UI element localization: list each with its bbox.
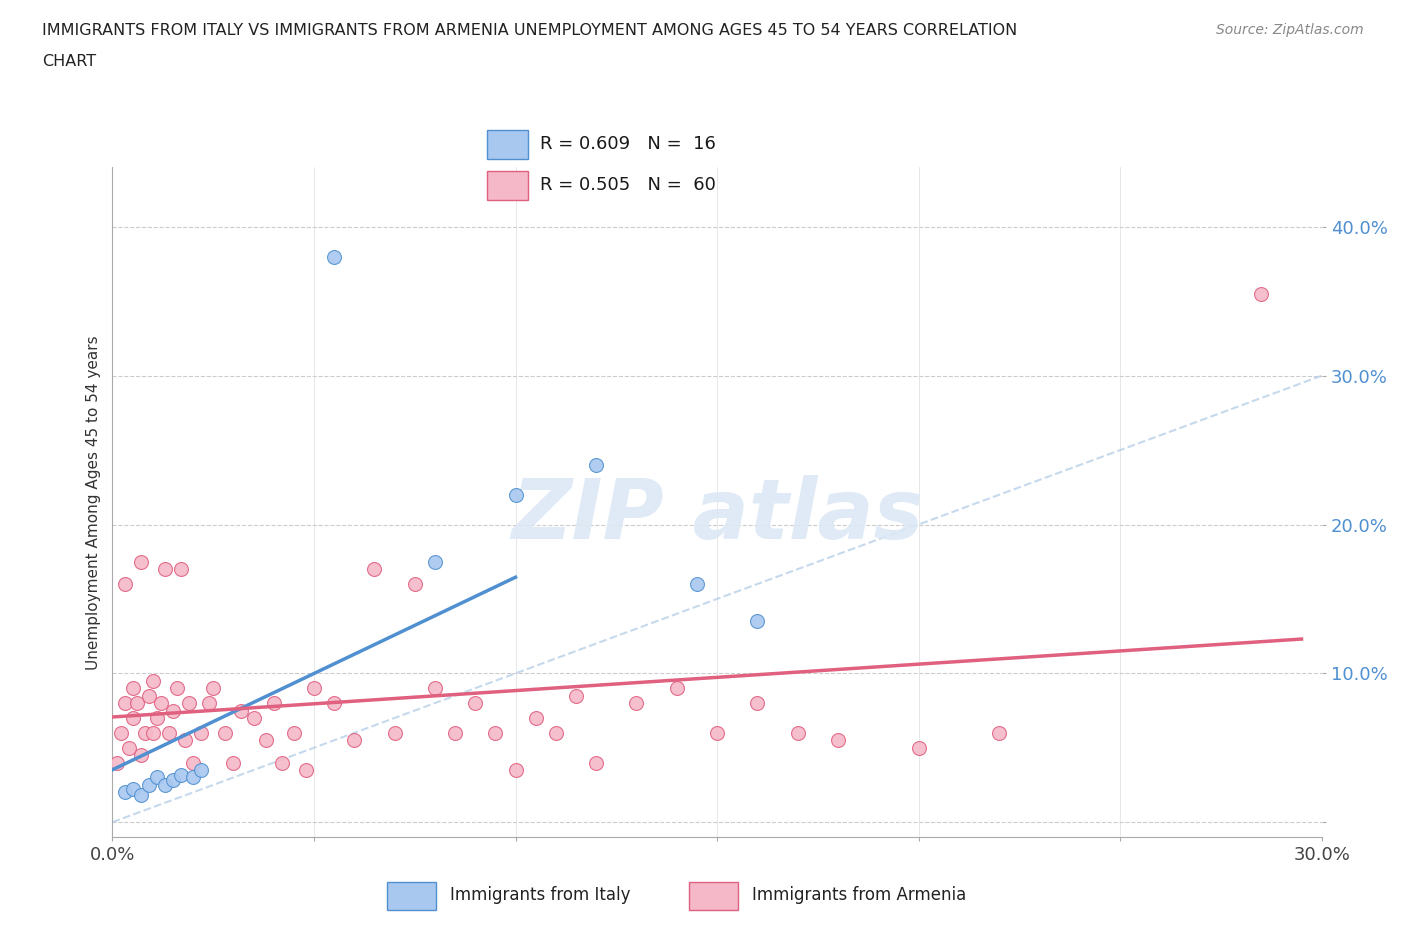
Text: Immigrants from Italy: Immigrants from Italy (450, 886, 630, 904)
Point (302, 681, 325, 696)
Point (149, 696, 172, 711)
Point (181, 770, 204, 785)
Point (464, 696, 486, 711)
Point (114, 577, 136, 591)
Point (170, 767, 193, 782)
Point (827, 733, 849, 748)
Point (423, 554, 446, 569)
Point (134, 725, 156, 740)
Point (786, 725, 808, 740)
Point (263, 696, 285, 711)
Point (484, 725, 506, 740)
Point (222, 755, 245, 770)
Point (162, 773, 184, 788)
Point (747, 696, 769, 711)
Point (157, 725, 180, 740)
FancyBboxPatch shape (387, 883, 436, 910)
Point (231, 703, 253, 718)
Text: Source: ZipAtlas.com: Source: ZipAtlas.com (1216, 23, 1364, 37)
Point (177, 696, 200, 711)
Point (117, 740, 139, 755)
Point (170, 562, 193, 577)
Point (295, 763, 318, 777)
Point (544, 725, 567, 740)
Point (323, 249, 346, 264)
Point (202, 681, 225, 696)
Point (181, 755, 204, 770)
Point (146, 711, 169, 725)
Point (142, 725, 165, 740)
Point (214, 725, 236, 740)
Point (323, 696, 346, 711)
Point (190, 725, 212, 740)
Text: R = 0.505   N =  60: R = 0.505 N = 60 (540, 176, 716, 194)
Point (138, 777, 160, 792)
Point (565, 688, 588, 703)
Point (114, 696, 136, 711)
Point (138, 688, 160, 703)
Point (626, 696, 648, 711)
Point (423, 681, 446, 696)
Point (153, 562, 176, 577)
Point (686, 577, 709, 591)
Point (121, 711, 143, 725)
Point (444, 725, 467, 740)
Text: ZIP atlas: ZIP atlas (510, 475, 924, 556)
Point (505, 487, 527, 502)
Point (174, 733, 197, 748)
Point (129, 748, 152, 763)
Point (166, 681, 188, 696)
Y-axis label: Unemployment Among Ages 45 to 54 years: Unemployment Among Ages 45 to 54 years (86, 335, 101, 670)
Point (384, 725, 406, 740)
Point (121, 782, 143, 797)
Point (129, 554, 152, 569)
Point (146, 770, 169, 785)
Point (665, 681, 688, 696)
Text: CHART: CHART (42, 54, 96, 69)
Point (114, 785, 136, 800)
Point (706, 725, 728, 740)
Point (270, 755, 292, 770)
Point (153, 777, 176, 792)
Point (110, 725, 132, 740)
Point (907, 740, 929, 755)
Point (242, 711, 264, 725)
Text: R = 0.609   N =  16: R = 0.609 N = 16 (540, 135, 716, 153)
FancyBboxPatch shape (488, 171, 527, 201)
Point (190, 763, 212, 777)
Point (198, 696, 221, 711)
Point (524, 711, 547, 725)
Point (747, 614, 769, 629)
Point (254, 733, 277, 748)
Point (105, 755, 128, 770)
Point (125, 696, 148, 711)
Point (585, 755, 607, 770)
Point (585, 458, 607, 472)
Point (505, 763, 527, 777)
Point (142, 673, 165, 688)
FancyBboxPatch shape (488, 130, 527, 159)
Text: IMMIGRANTS FROM ITALY VS IMMIGRANTS FROM ARMENIA UNEMPLOYMENT AMONG AGES 45 TO 5: IMMIGRANTS FROM ITALY VS IMMIGRANTS FROM… (42, 23, 1018, 38)
Point (162, 703, 184, 718)
Point (1250, 286, 1272, 301)
Point (343, 733, 366, 748)
FancyBboxPatch shape (689, 883, 738, 910)
Text: Immigrants from Armenia: Immigrants from Armenia (752, 886, 966, 904)
Point (988, 725, 1011, 740)
Point (404, 577, 426, 591)
Point (363, 562, 385, 577)
Point (121, 681, 143, 696)
Point (283, 725, 305, 740)
Point (129, 788, 152, 803)
